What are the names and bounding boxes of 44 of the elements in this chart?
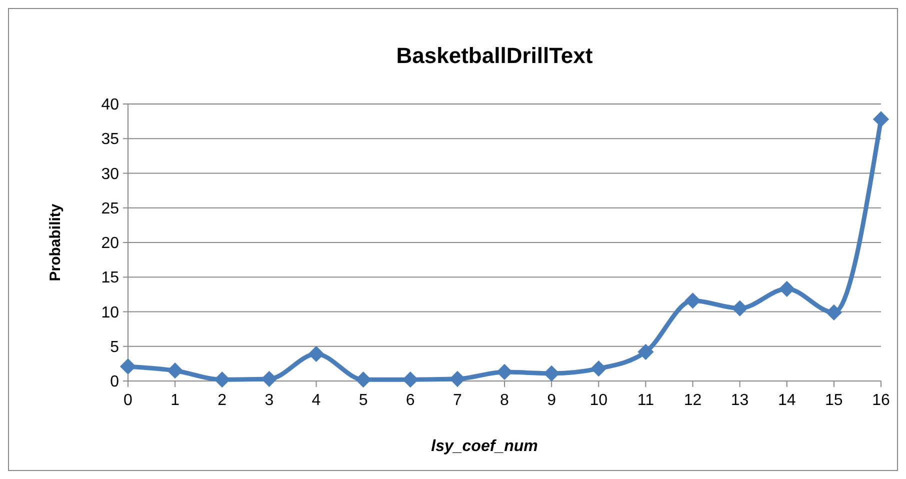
chart-title: BasketballDrillText — [396, 43, 594, 68]
x-tick-label: 6 — [406, 392, 415, 409]
y-tick-label: 25 — [101, 200, 120, 218]
y-tick-label: 40 — [101, 96, 120, 114]
y-tick-label: 10 — [101, 304, 120, 322]
point — [826, 304, 842, 321]
x-tick-label: 1 — [170, 392, 180, 409]
x-tick-label: 13 — [730, 392, 749, 409]
x-tick-label: 7 — [452, 392, 462, 409]
x-tick-label: 8 — [500, 392, 510, 409]
y-tick-label: 5 — [110, 338, 120, 356]
point — [261, 370, 278, 387]
point — [402, 372, 418, 388]
point — [120, 358, 136, 375]
x-tick-label: 10 — [590, 392, 608, 409]
x-tick-label: 2 — [218, 392, 227, 409]
x-tick-label: 5 — [358, 392, 368, 409]
x-tick-label: 3 — [264, 392, 274, 409]
point — [778, 280, 795, 297]
y-axis-title: Probability — [47, 203, 64, 282]
point — [214, 372, 230, 388]
point — [872, 111, 890, 128]
point — [308, 346, 324, 362]
y-tick-label: 35 — [101, 131, 120, 148]
point — [590, 360, 607, 377]
x-tick-label: 9 — [547, 392, 556, 409]
x-tick-label: 14 — [778, 392, 796, 409]
point — [167, 362, 184, 379]
y-tick-label: 30 — [101, 166, 120, 183]
x-axis-title: lsy_coef_num — [431, 438, 538, 455]
y-tick-label: 20 — [101, 235, 120, 252]
x-tick-label: 15 — [825, 392, 843, 409]
x-tick-label: 16 — [872, 392, 890, 409]
y-tick-label: 15 — [101, 270, 120, 287]
point — [449, 370, 466, 387]
x-tick-label: 0 — [124, 392, 133, 409]
point — [684, 292, 701, 309]
point — [732, 300, 748, 316]
point — [355, 372, 372, 388]
y-tick-label: 0 — [110, 374, 120, 391]
x-tick-label: 12 — [684, 392, 702, 409]
point — [638, 344, 654, 360]
x-tick-label: 11 — [637, 392, 654, 409]
x-tick-label: 4 — [312, 392, 321, 409]
